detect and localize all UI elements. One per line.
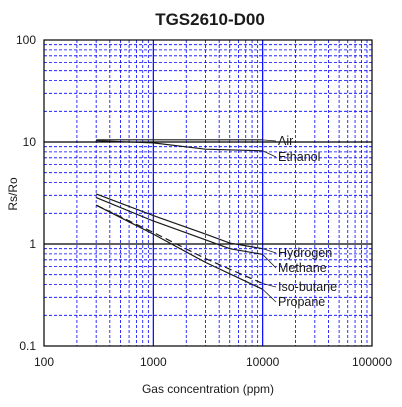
leader-line-propane (262, 288, 277, 303)
series-label-ethanol: Ethanol (278, 150, 320, 164)
tick-labels: 100 1000 10000 100000 100 10 1 0.1 (16, 33, 392, 369)
series-label-propane: Propane (278, 295, 325, 309)
grid-lines (44, 40, 372, 346)
series-line-iso-butane (95, 204, 263, 285)
series-label-hydrogen: Hydrogen (278, 246, 332, 260)
series-label-iso-butane: Iso-butane (278, 280, 337, 294)
leader-line-iso-butane (262, 283, 277, 288)
y-tick-label: 0.1 (19, 339, 36, 353)
x-tick-label: 100000 (352, 355, 392, 369)
x-tick-label: 1000 (140, 355, 167, 369)
series-line-ethanol (96, 140, 263, 152)
x-axis-label: Gas concentration (ppm) (142, 382, 274, 396)
series-line-methane (95, 197, 263, 255)
y-tick-label: 10 (23, 135, 37, 149)
y-tick-label: 100 (16, 33, 36, 47)
data-series (95, 139, 263, 290)
leader-line-methane (262, 254, 277, 269)
series-label-methane: Methane (278, 261, 327, 275)
leader-line-hydrogen (262, 248, 277, 254)
plot-frame (43, 39, 373, 347)
series-line-propane (95, 204, 263, 290)
x-tick-label: 10000 (246, 355, 280, 369)
series-label-air: Air (278, 134, 293, 148)
x-tick-label: 100 (34, 355, 54, 369)
series-line-hydrogen (95, 193, 263, 250)
y-axis-label: Rs/Ro (6, 177, 20, 211)
chart-title: TGS2610-D00 (155, 10, 265, 29)
y-tick-label: 1 (29, 237, 36, 251)
leader-line-ethanol (262, 150, 277, 158)
leader-line-air (262, 139, 277, 142)
